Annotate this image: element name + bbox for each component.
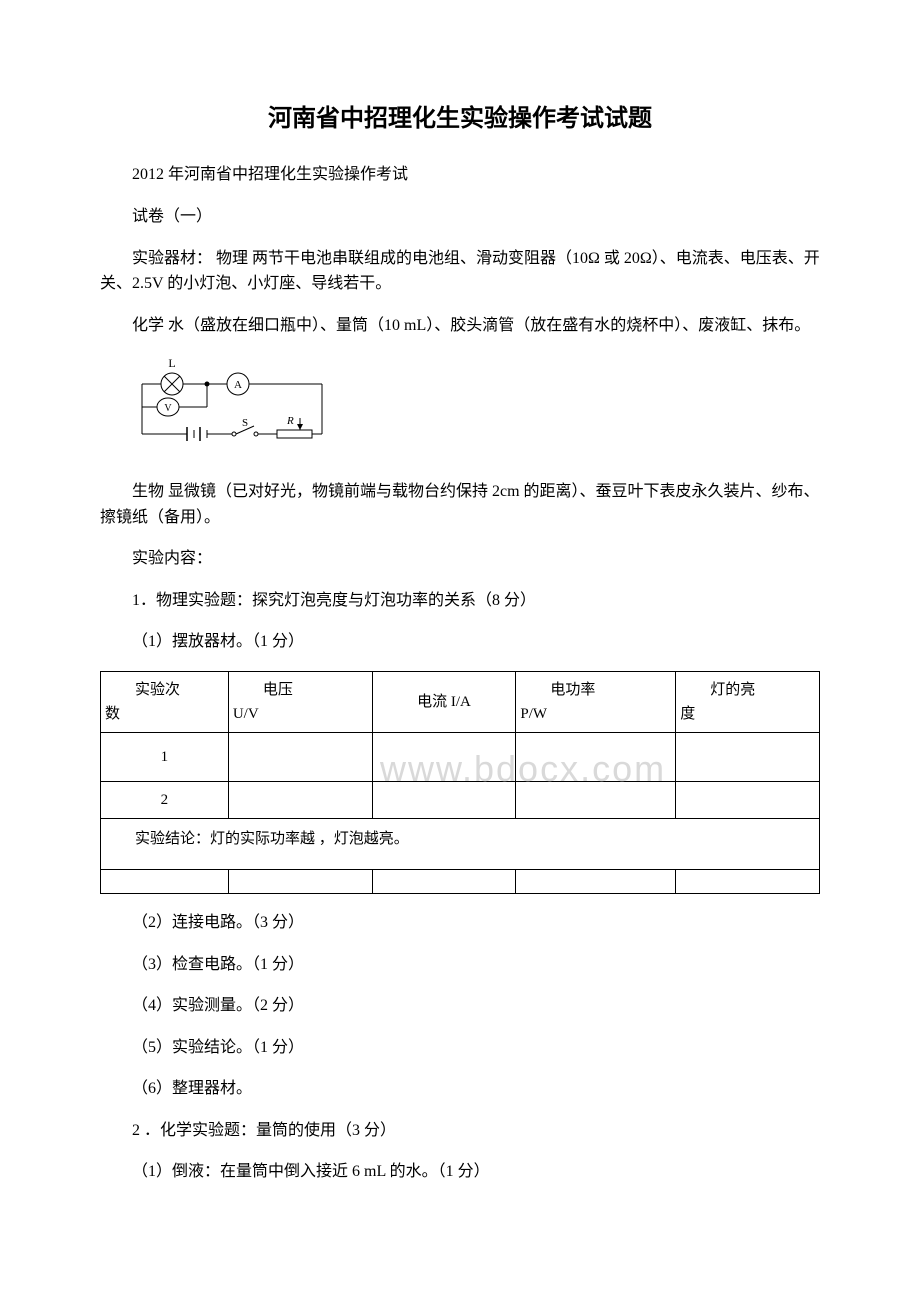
physics-materials: 实验器材： 物理 两节干电池串联组成的电池组、滑动变阻器（10Ω 或 20Ω）、… <box>100 246 820 297</box>
label-V: V <box>164 403 172 414</box>
header-col2-b: U/V <box>233 702 368 726</box>
header-col4-a: 电功率 <box>520 678 671 702</box>
experiment-content-label: 实验内容： <box>100 546 820 572</box>
row1-brightness <box>676 732 820 781</box>
circuit-diagram: L A V S <box>132 354 820 463</box>
empty-cell-5 <box>676 869 820 893</box>
empty-cell-1 <box>101 869 229 893</box>
step-6: （6）整理器材。 <box>100 1076 820 1102</box>
row2-num: 2 <box>101 781 229 818</box>
chemistry-question: 2 ．化学实验题：量筒的使用（3 分） <box>100 1118 820 1144</box>
header-col1-b: 数 <box>105 702 224 726</box>
label-R: R <box>286 415 294 427</box>
empty-cell-3 <box>372 869 516 893</box>
header-col3: 电流 I/A <box>377 690 512 714</box>
row2-brightness <box>676 781 820 818</box>
paper-number: 试卷（一） <box>100 204 820 230</box>
step-3: （3）检查电路。（1 分） <box>100 952 820 978</box>
step-5: （5）实验结论。（1 分） <box>100 1035 820 1061</box>
row2-power <box>516 781 676 818</box>
empty-cell-4 <box>516 869 676 893</box>
chemistry-materials: 化学 水（盛放在细口瓶中）、量筒（10 mL）、胶头滴管（放在盛有水的烧杯中）、… <box>100 313 820 339</box>
data-table: 实验次 数 电压 U/V 电流 I/A 电功率 P/W 灯的亮 度 1 <box>100 671 820 894</box>
empty-cell-2 <box>228 869 372 893</box>
label-L: L <box>168 356 175 370</box>
exam-year-line: 2012 年河南省中招理化生实验操作考试 <box>100 162 820 188</box>
step-1: （1）摆放器材。（1 分） <box>100 629 820 655</box>
header-col5-b: 度 <box>680 702 815 726</box>
header-col2-a: 电压 <box>233 678 368 702</box>
step-2: （2）连接电路。（3 分） <box>100 910 820 936</box>
label-S: S <box>242 417 248 429</box>
row1-voltage <box>228 732 372 781</box>
row1-num: 1 <box>101 732 229 781</box>
row2-current <box>372 781 516 818</box>
row1-current <box>372 732 516 781</box>
header-col4-b: P/W <box>520 702 671 726</box>
row1-power <box>516 732 676 781</box>
step-4: （4）实验测量。（2 分） <box>100 993 820 1019</box>
row2-voltage <box>228 781 372 818</box>
page-title: 河南省中招理化生实验操作考试试题 <box>100 100 820 138</box>
conclusion-cell: 实验结论：灯的实际功率越 ，灯泡越亮。 <box>101 818 820 869</box>
label-A: A <box>234 379 242 391</box>
header-col5-a: 灯的亮 <box>680 678 815 702</box>
header-col1-a: 实验次 <box>105 678 224 702</box>
biology-materials: 生物 显微镜（已对好光，物镜前端与载物台约保持 2cm 的距离）、蚕豆叶下表皮永… <box>100 479 820 530</box>
chem-step-1: （1）倒液：在量筒中倒入接近 6 mL 的水。（1 分） <box>100 1159 820 1185</box>
physics-question: 1．物理实验题：探究灯泡亮度与灯泡功率的关系（8 分） <box>100 588 820 614</box>
